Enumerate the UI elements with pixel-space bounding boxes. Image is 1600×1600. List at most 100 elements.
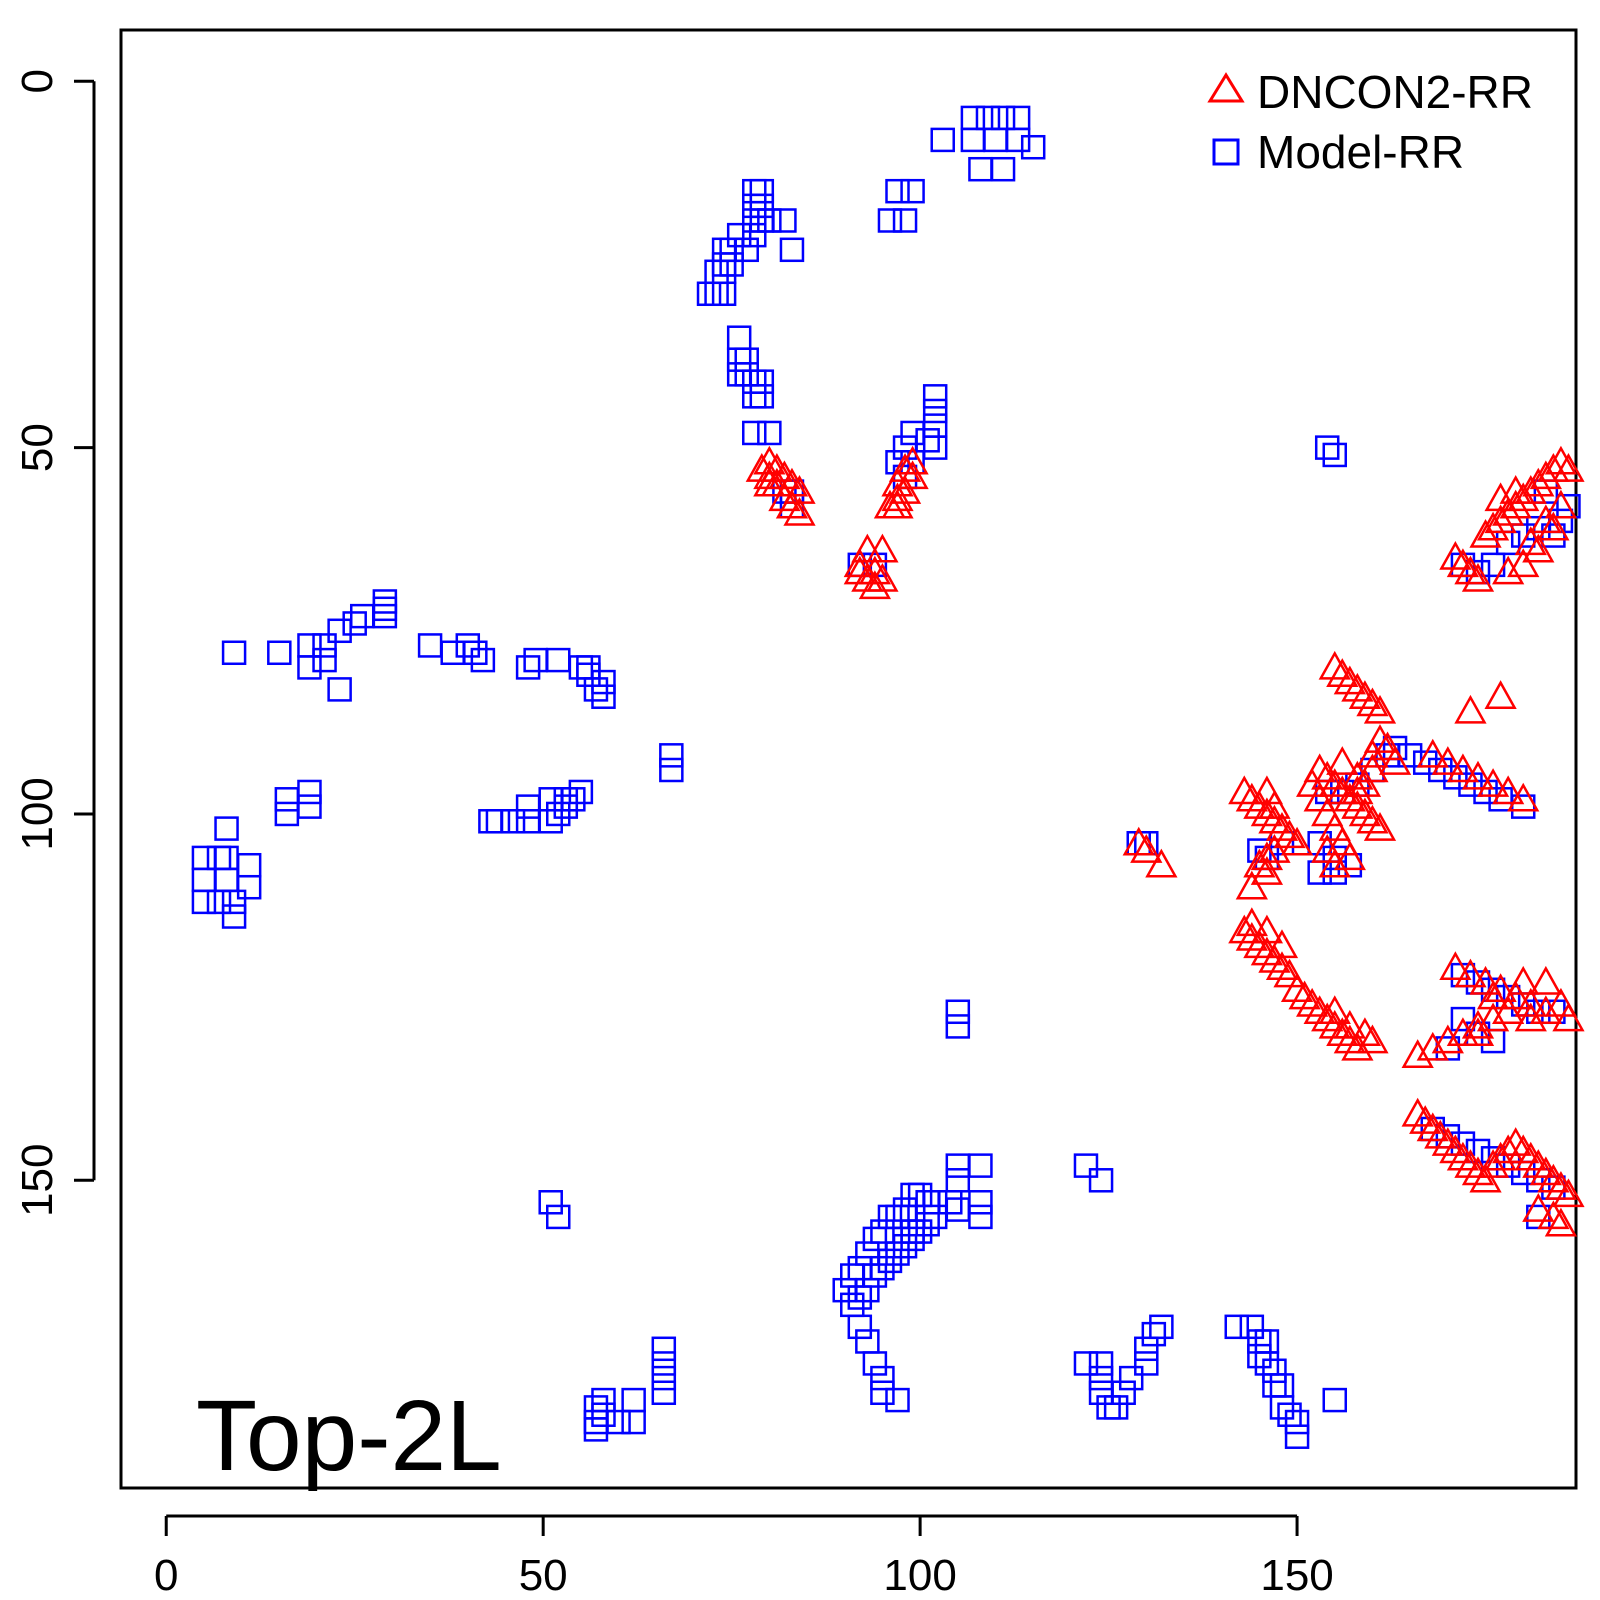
dncon2-rr-point: [858, 555, 892, 585]
model-rr-point: [1088, 1351, 1114, 1376]
model-rr-point: [749, 208, 775, 233]
dncon2-rr-point: [1499, 475, 1532, 504]
dncon2-rr-point: [1544, 489, 1578, 519]
model-rr-point: [885, 1241, 910, 1266]
model-rr-point: [583, 1395, 609, 1420]
model-rr-point: [757, 208, 782, 233]
model-rr-point: [523, 647, 548, 673]
dncon2-rr-point: [1529, 1156, 1562, 1186]
dncon2-rr-point: [1514, 526, 1547, 556]
dncon2-rr-point: [1341, 672, 1374, 702]
dncon2-rr-point: [1537, 1163, 1570, 1193]
model-rr-point: [576, 662, 601, 687]
dncon2-rr-point: [1356, 1024, 1389, 1054]
model-rr-point: [1284, 1424, 1310, 1449]
model-rr-point: [862, 1226, 888, 1252]
model-rr-point: [297, 779, 322, 805]
model-rr-point: [907, 1182, 933, 1208]
dncon2-rr-point: [1522, 1149, 1555, 1178]
dncon2-rr-point: [1529, 965, 1562, 995]
model-rr-point: [734, 347, 759, 372]
dncon2-rr-point: [1296, 768, 1329, 797]
model-rr-point: [1458, 772, 1483, 797]
dncon2-rr-point: [1416, 738, 1449, 768]
dncon2-rr-point: [1243, 929, 1276, 959]
model-rr-point: [576, 655, 601, 680]
dncon2-rr-point: [1280, 973, 1314, 1003]
dncon2-rr-point: [745, 453, 778, 482]
dncon2-rr-point: [1228, 775, 1261, 805]
model-rr-point: [659, 757, 684, 783]
dncon2-rr-point: [1122, 826, 1155, 856]
dncon2-rr-point: [1273, 819, 1306, 849]
dncon2-rr-point: [1250, 797, 1284, 827]
dncon2-rr-point: [1296, 987, 1329, 1017]
dncon2-rr-point: [1544, 445, 1578, 475]
model-rr-point: [651, 1380, 677, 1406]
model-rr-point: [214, 816, 239, 841]
model-rr-point: [1134, 1336, 1159, 1362]
dncon2-rr-point: [1311, 1002, 1344, 1032]
model-rr-point: [297, 655, 322, 680]
model-rr-point: [900, 420, 925, 446]
model-rr-point: [945, 999, 971, 1025]
model-rr-point: [327, 618, 352, 644]
model-rr-point: [1412, 750, 1438, 775]
dncon2-rr-point: [1318, 995, 1351, 1025]
model-rr-point: [960, 127, 986, 153]
dncon2-rr-point: [1265, 929, 1299, 959]
dncon2-rr-point: [1363, 812, 1397, 841]
model-rr-point: [847, 1255, 873, 1281]
model-rr-point: [312, 633, 337, 658]
dncon2-rr-point: [1348, 797, 1382, 827]
dncon2-rr-point: [1537, 511, 1570, 541]
model-rr-point: [840, 1263, 865, 1288]
dncon2-rr-point: [1454, 958, 1487, 988]
legend: DNCON2-RR Model-RR: [1207, 66, 1533, 178]
model-rr-point: [191, 889, 217, 915]
dncon2-rr-point: [1333, 841, 1366, 871]
model-rr-point: [1322, 442, 1348, 468]
dncon2-rr-point: [1431, 1024, 1464, 1054]
model-rr-point: [470, 647, 496, 673]
dncon2-rr-point: [1288, 980, 1321, 1010]
dncon2-rr-point: [1341, 775, 1374, 805]
model-rr-point: [930, 127, 955, 153]
model-rr-point: [847, 1285, 873, 1310]
model-rr-point: [945, 1153, 971, 1178]
dncon2-rr-point: [1235, 907, 1268, 937]
model-rr-point: [938, 1190, 963, 1215]
model-rr-point: [274, 801, 300, 827]
dncon2-rr-point: [1469, 965, 1502, 995]
model-rr-point: [1111, 1380, 1136, 1406]
dncon2-rr-point: [1318, 768, 1351, 797]
model-rr-point: [463, 640, 488, 666]
model-rr-point: [568, 655, 594, 680]
model-rr-point: [749, 193, 775, 219]
model-rr-point: [372, 603, 398, 629]
model-rr-point: [900, 1182, 925, 1208]
model-rr-point: [696, 281, 722, 307]
dncon2-rr-point: [1544, 987, 1578, 1017]
dncon2-rr-point: [1439, 951, 1472, 981]
dncon2-rr-point: [896, 445, 929, 475]
model-rr-point: [1103, 1395, 1129, 1420]
dncon2-rr-point: [1333, 665, 1366, 695]
dncon2-rr-point: [1341, 1031, 1374, 1061]
model-rr-point: [749, 384, 775, 409]
dncon2-rr-point: [1499, 1127, 1532, 1156]
model-rr-point: [342, 611, 367, 636]
dncon2-rr-point: [1130, 834, 1163, 863]
legend-label-dncon2: DNCON2-RR: [1257, 66, 1533, 118]
model-rr-point: [1443, 765, 1468, 790]
model-rr-point: [221, 904, 247, 929]
dncon2-rr-point: [1258, 804, 1291, 834]
dncon2-rr-point: [1401, 1039, 1434, 1068]
dncon2-rr-point: [1492, 775, 1525, 805]
model-rr-point: [621, 1409, 646, 1435]
dncon2-rr-point: [1333, 1024, 1366, 1054]
model-rr-point: [500, 809, 526, 834]
model-rr-point: [922, 435, 948, 460]
dncon2-rr-point: [1446, 548, 1480, 578]
dncon2-rr-point: [1348, 1017, 1382, 1046]
